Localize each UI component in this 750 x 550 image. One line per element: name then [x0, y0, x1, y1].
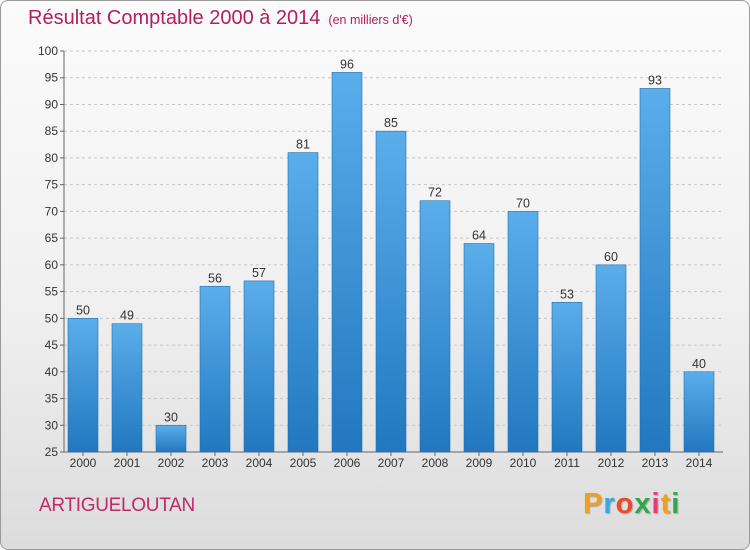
y-tick-label-30: 30 — [45, 418, 59, 432]
x-tick-label-2000: 2000 — [70, 456, 97, 470]
value-label-2011: 53 — [560, 287, 574, 301]
logo-letter: t — [660, 488, 672, 520]
value-label-2005: 81 — [296, 138, 310, 152]
bar-2005 — [287, 152, 319, 453]
bar-2009 — [463, 243, 495, 453]
x-tick-label-2007: 2007 — [378, 456, 405, 470]
x-tick-label-2006: 2006 — [334, 456, 361, 470]
x-tick-label-2013: 2013 — [642, 456, 669, 470]
x-tick-label-2011: 2011 — [554, 456, 580, 470]
chart-subtitle: (en milliers d'€) — [328, 13, 413, 27]
bar-2010 — [507, 211, 539, 453]
bar-2000 — [67, 318, 99, 453]
value-label-2014: 40 — [692, 357, 706, 371]
bar-2007 — [375, 130, 407, 453]
x-tick-label-2005: 2005 — [290, 456, 317, 470]
logo-letter: o — [615, 488, 635, 520]
value-label-2002: 30 — [164, 410, 178, 424]
commune-name: ARTIGUELOUTAN — [39, 495, 195, 516]
value-label-2001: 49 — [120, 309, 134, 323]
y-tick-label-55: 55 — [45, 285, 59, 299]
y-tick-label-35: 35 — [45, 392, 59, 406]
bar-2008 — [419, 200, 451, 453]
value-label-2008: 72 — [428, 186, 442, 200]
bars — [67, 72, 715, 453]
bar-2004 — [243, 280, 275, 453]
logo-letter: i — [671, 488, 681, 520]
logo-letter: r — [603, 488, 616, 520]
x-tick-label-2003: 2003 — [202, 456, 229, 470]
y-tick-label-60: 60 — [45, 258, 59, 272]
bar-2006 — [331, 72, 363, 453]
bar-2014 — [683, 371, 715, 453]
y-tick-label-95: 95 — [45, 71, 59, 85]
bar-2002 — [155, 424, 187, 453]
y-tick-label-25: 25 — [45, 445, 59, 459]
y-tick-label-70: 70 — [45, 204, 59, 218]
value-label-2013: 93 — [648, 73, 662, 87]
x-tick-label-2010: 2010 — [510, 456, 537, 470]
x-tick-label-2008: 2008 — [422, 456, 449, 470]
y-tick-label-85: 85 — [45, 124, 59, 138]
y-tick-label-80: 80 — [45, 151, 59, 165]
value-label-2006: 96 — [340, 57, 354, 71]
x-tick-label-2002: 2002 — [158, 456, 185, 470]
x-tick-label-2001: 2001 — [114, 456, 141, 470]
proxiti-logo: Proxiti — [583, 488, 680, 521]
labels: 25 30 35 40 45 50 55 60 65 70 75 80 85 90 95 100 50 2000 4… — [38, 44, 713, 470]
logo-letter: i — [651, 488, 661, 520]
x-tick-label-2009: 2009 — [466, 456, 493, 470]
y-tick-label-100: 100 — [38, 44, 58, 58]
x-tick-label-2014: 2014 — [686, 456, 713, 470]
y-tick-label-50: 50 — [45, 311, 59, 325]
bar-2011 — [551, 301, 583, 453]
y-tick-label-75: 75 — [45, 178, 59, 192]
logo-letter: P — [583, 488, 604, 520]
y-tick-label-65: 65 — [45, 231, 59, 245]
value-label-2009: 64 — [472, 228, 486, 242]
logo-letter: x — [634, 488, 652, 520]
y-tick-label-45: 45 — [45, 338, 59, 352]
value-label-2003: 56 — [208, 271, 222, 285]
grid-lines — [64, 50, 723, 426]
chart-title: Résultat Comptable 2000 à 2014 (en millie… — [28, 7, 413, 30]
x-tick-label-2012: 2012 — [598, 456, 625, 470]
value-label-2004: 57 — [252, 266, 266, 280]
value-label-2000: 50 — [76, 303, 90, 317]
bar-2012 — [595, 264, 627, 453]
value-label-2007: 85 — [384, 116, 398, 130]
bar-2003 — [199, 285, 231, 453]
value-label-2012: 60 — [604, 250, 618, 264]
bar-2001 — [111, 323, 143, 453]
title-text: Résultat Comptable 2000 à 2014 — [28, 7, 321, 29]
y-tick-label-90: 90 — [45, 97, 59, 111]
bar-2013 — [639, 88, 671, 453]
x-tick-label-2004: 2004 — [246, 456, 273, 470]
y-tick-label-40: 40 — [45, 365, 59, 379]
value-label-2010: 70 — [516, 196, 530, 210]
